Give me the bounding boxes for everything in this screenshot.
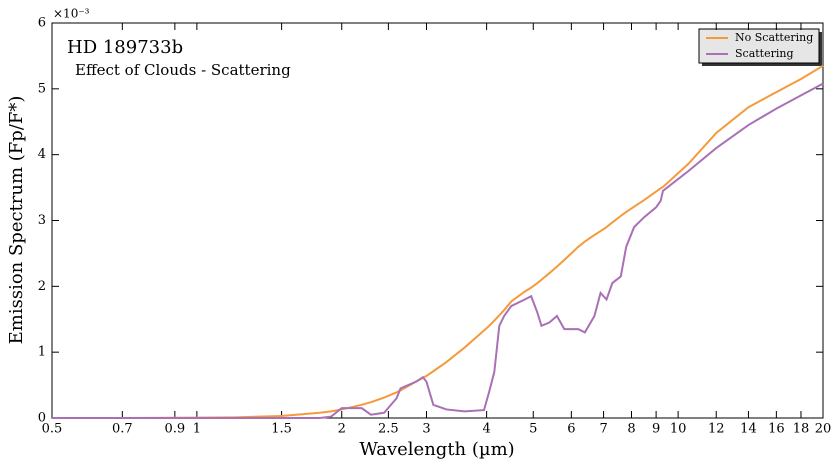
x-tick-label: 6	[567, 422, 575, 437]
x-tick-label: 18	[793, 422, 810, 437]
x-tick-label: 8	[627, 422, 635, 437]
y-offset-label: ×10⁻³	[53, 7, 90, 21]
x-tick-label: 2	[338, 422, 346, 437]
plot-frame	[51, 22, 824, 419]
y-tick-label: 4	[38, 147, 46, 162]
x-tick-label: 1.5	[271, 422, 292, 437]
x-tick-label: 3	[422, 422, 430, 437]
legend: No Scattering Scattering	[698, 28, 822, 66]
y-tick-label: 1	[38, 345, 46, 360]
chart-subtitle: Effect of Clouds - Scattering	[75, 61, 291, 79]
y-tick-label: 6	[38, 16, 46, 31]
x-tick-label: 20	[815, 422, 832, 437]
x-tick-label: 16	[768, 422, 785, 437]
y-tick-label: 0	[38, 411, 46, 426]
x-axis-label: Wavelength (µm)	[359, 439, 514, 460]
series-line	[52, 82, 824, 419]
legend-box	[698, 28, 820, 64]
chart-title: HD 189733b	[67, 37, 183, 58]
y-axis-label: Emission Spectrum (Fp/F*)	[6, 96, 27, 345]
x-tick-label: 7	[599, 422, 607, 437]
x-tick-label: 1	[193, 422, 201, 437]
series-line	[52, 64, 824, 419]
x-tick-label: 5	[529, 422, 537, 437]
y-tick-label: 3	[38, 213, 46, 228]
x-tick-label: 14	[740, 422, 757, 437]
x-tick-label: 10	[670, 422, 687, 437]
x-tick-label: 2.5	[378, 422, 399, 437]
x-tick-label: 12	[708, 422, 725, 437]
legend-label: No Scattering	[735, 31, 813, 44]
x-tick-label: 0.7	[112, 422, 133, 437]
x-tick-label: 0.9	[165, 422, 186, 437]
legend-label: Scattering	[735, 47, 794, 60]
y-tick-label: 2	[38, 279, 46, 294]
x-tick-label: 9	[652, 422, 660, 437]
y-tick-label: 5	[38, 81, 46, 96]
x-tick-label: 0.5	[42, 422, 63, 437]
x-tick-label: 4	[482, 422, 490, 437]
